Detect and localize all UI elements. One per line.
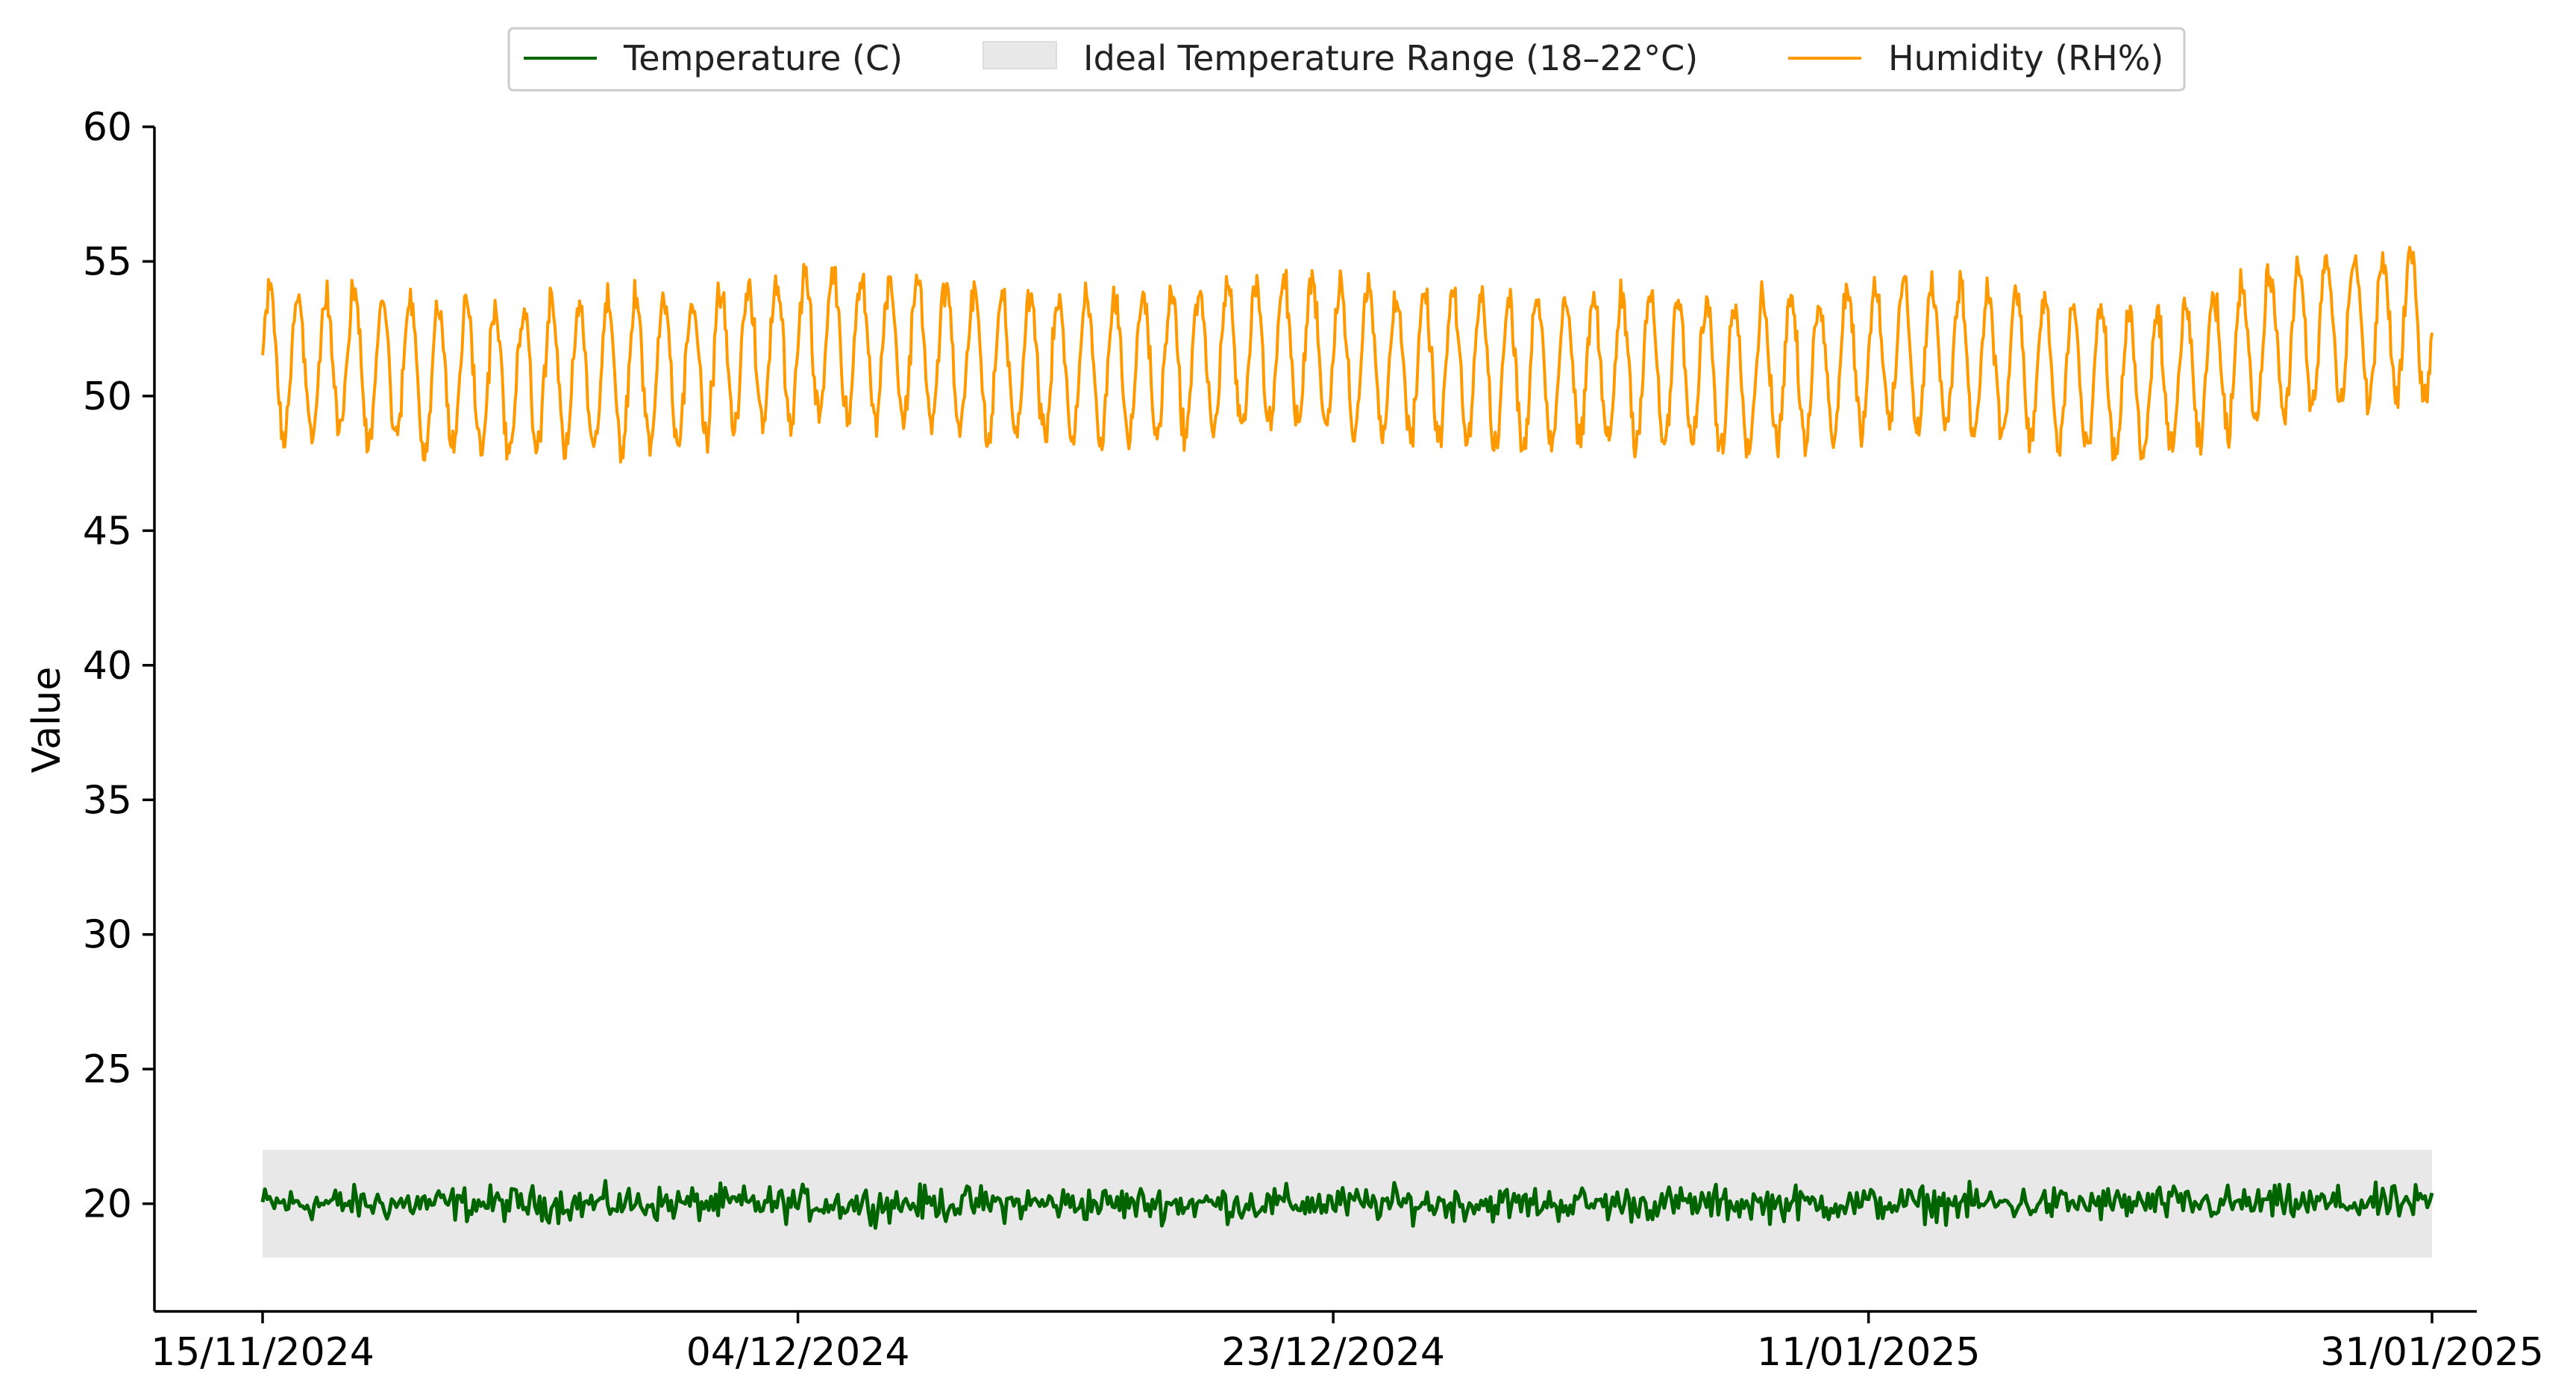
- legend-frame: [507, 27, 2186, 92]
- y-tick-label: 50: [83, 374, 132, 419]
- axes: 20 25 30 35 40 45 50 55 60 15/11/2024 04/12/2024 23…: [83, 105, 2544, 1375]
- y-tick-label: 20: [83, 1182, 132, 1227]
- legend-label-ideal-range: Ideal Temperature Range (18–22°C): [1083, 38, 1698, 78]
- y-tick-label: 55: [83, 239, 132, 284]
- x-tick-label: 04/12/2024: [686, 1330, 910, 1375]
- y-tick-label: 35: [83, 778, 132, 823]
- series-line-temperature: [260, 1179, 2434, 1230]
- x-tick-label: 11/01/2025: [1757, 1330, 1981, 1375]
- plot-area: [260, 245, 2434, 1258]
- series-line-humidity: [261, 245, 2434, 464]
- y-tick-label: 25: [83, 1047, 132, 1092]
- x-tick-label: 31/01/2025: [2320, 1330, 2544, 1375]
- y-tick-label: 30: [83, 913, 132, 958]
- x-tick-label: 23/12/2024: [1221, 1330, 1445, 1375]
- y-tick-label: 45: [83, 509, 132, 553]
- legend-label-humidity: Humidity (RH%): [1888, 38, 2163, 78]
- y-tick-label: 40: [83, 644, 132, 689]
- legend: Temperature (C) Ideal Temperature Range …: [507, 27, 2186, 92]
- legend-label-temperature: Temperature (C): [623, 38, 903, 78]
- y-axis-title: Value: [25, 667, 69, 774]
- y-tick-label: 60: [83, 105, 132, 150]
- legend-swatch-ideal-range: [983, 41, 1057, 69]
- x-tick-label: 15/11/2024: [151, 1330, 375, 1375]
